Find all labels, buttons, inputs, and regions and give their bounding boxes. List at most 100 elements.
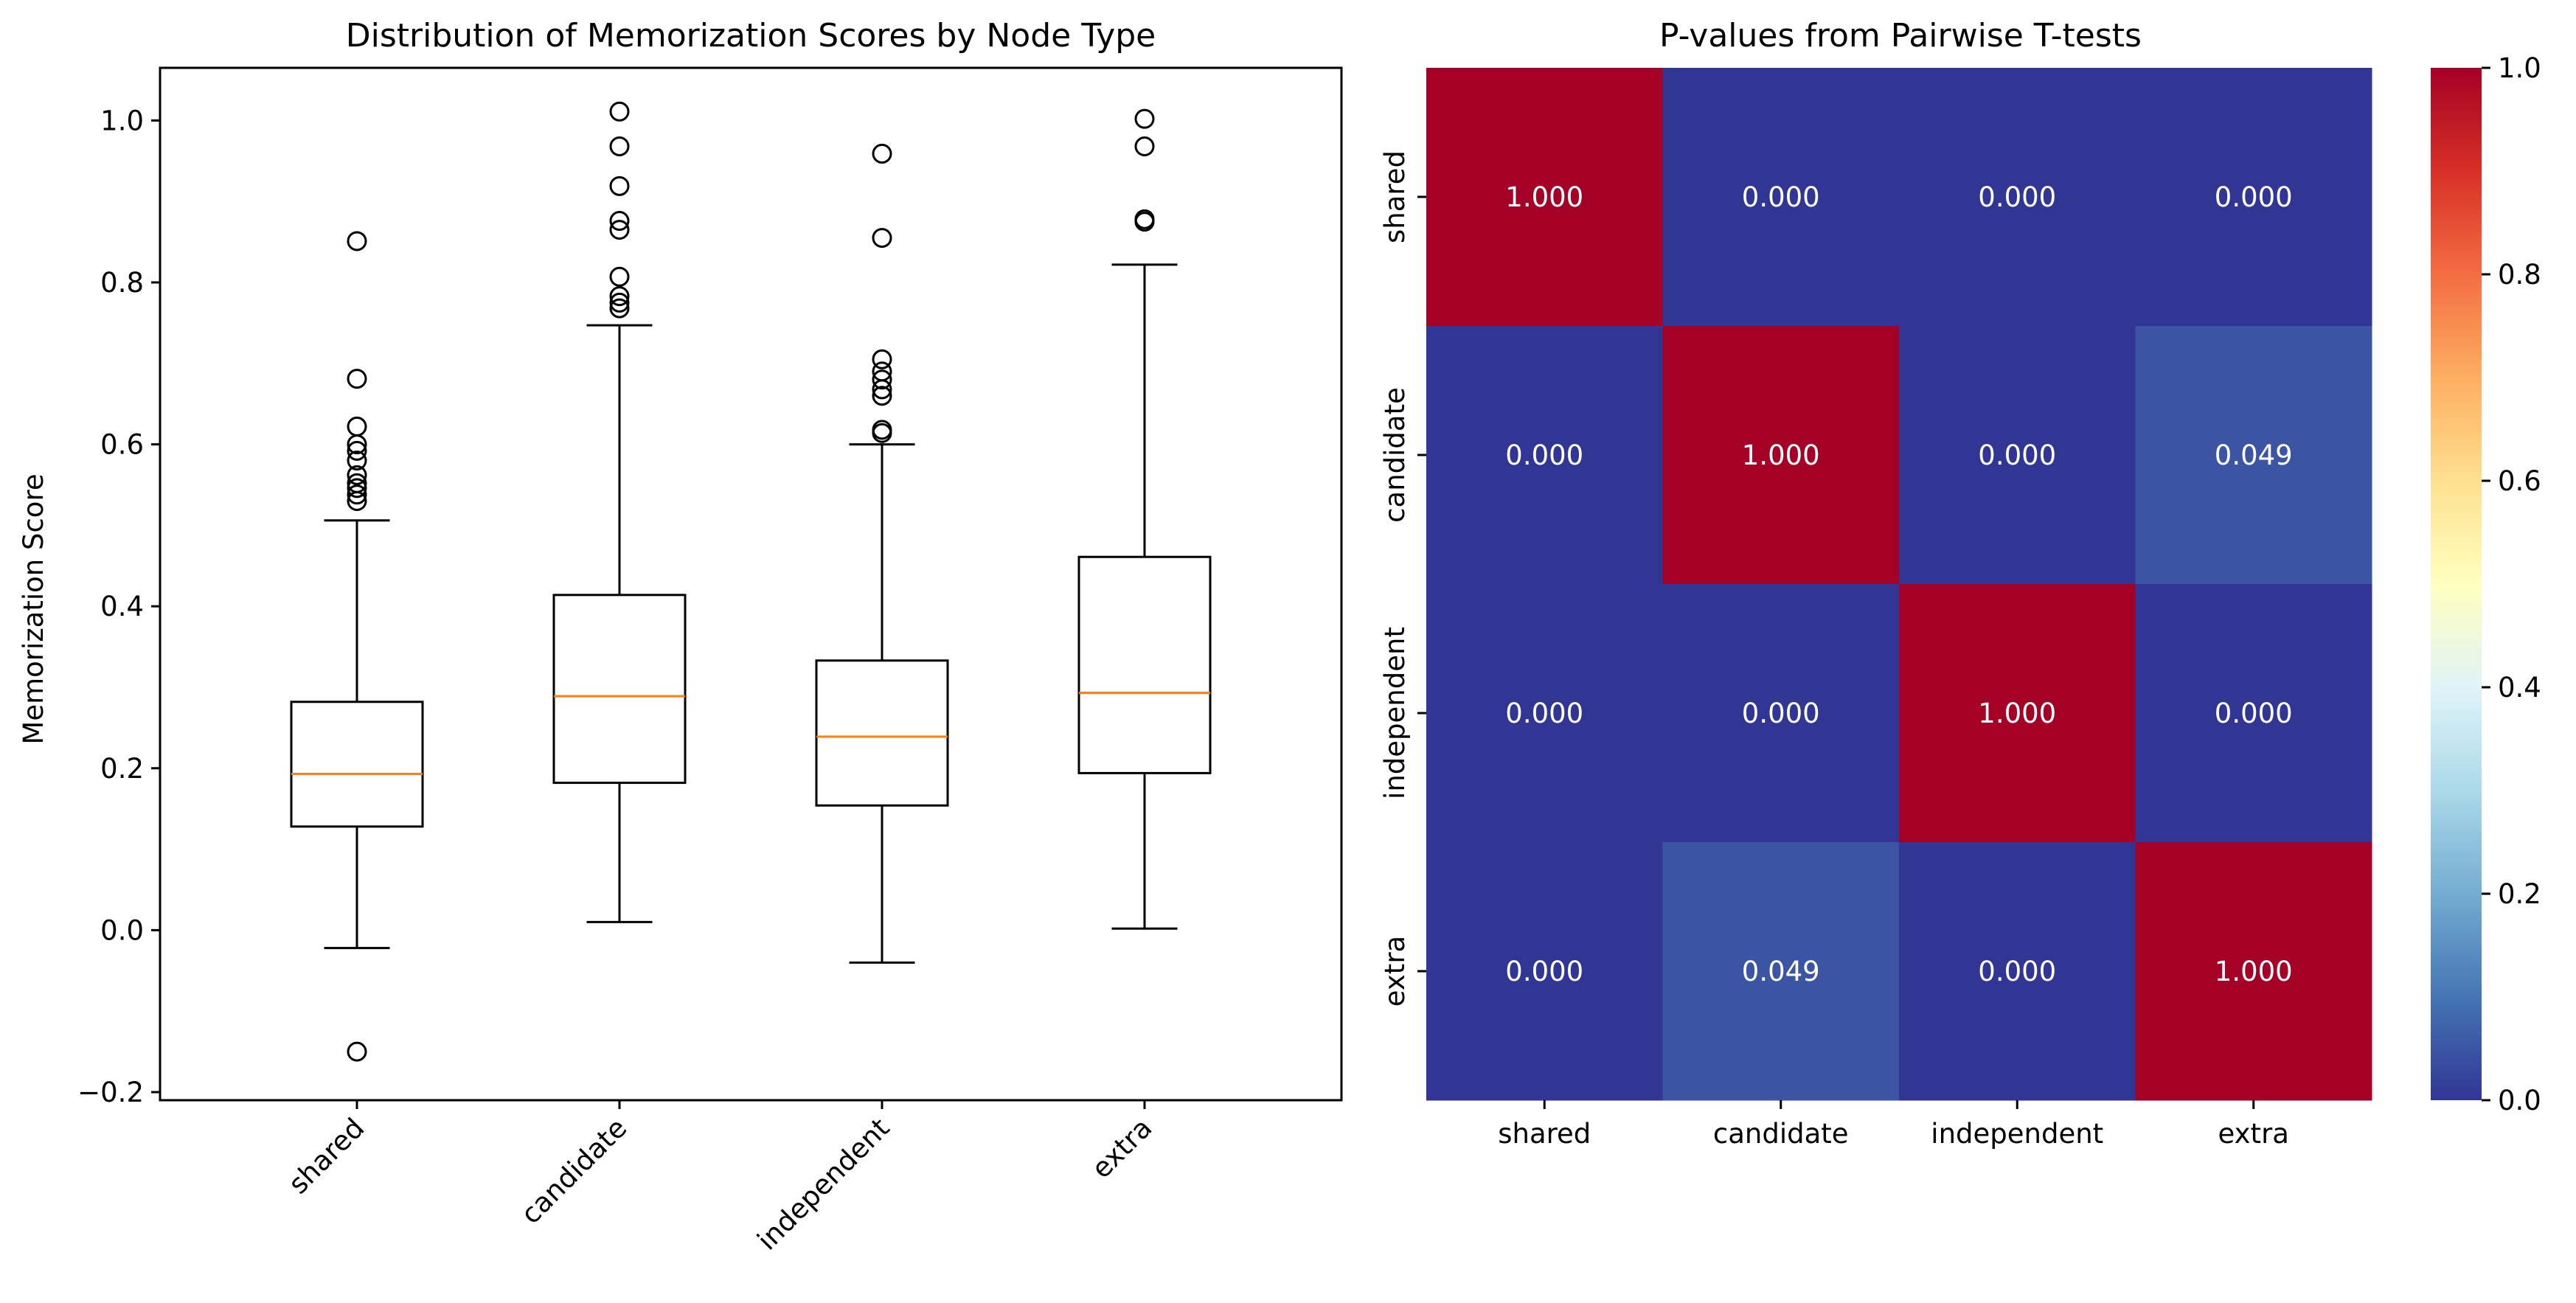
heatmap-cell: [1662, 584, 1900, 843]
boxplot-y-axis: −0.2 0.0 0.2 0.4 0.6 0.8 1.0: [77, 105, 160, 1108]
boxplot-panel: Distribution of Memorization Scores by N…: [18, 17, 1343, 1257]
outlier-point: [609, 298, 630, 319]
y-tick-label: 0.4: [100, 591, 144, 622]
y-tick-label: 1.0: [100, 105, 144, 136]
heatmap-cell-label: 1.000: [1978, 698, 2056, 729]
y-tick-label: −0.2: [77, 1077, 144, 1108]
heatmap-y-tick-label: independent: [1379, 627, 1411, 799]
heatmap-cell-label: 1.000: [1505, 181, 1583, 213]
heatmap-cell-label: 0.049: [1742, 956, 1820, 987]
heatmap-x-tick-label: extra: [2218, 1118, 2289, 1150]
heatmap-cell-label: 0.000: [1978, 439, 2056, 471]
outlier-point: [609, 211, 630, 232]
colorbar-tick-label: 0.6: [2498, 465, 2541, 497]
outlier-point: [872, 228, 892, 249]
heatmap-cell-label: 0.000: [1978, 956, 2056, 987]
box-shared: [290, 231, 424, 1062]
boxplot-title: Distribution of Memorization Scores by N…: [346, 17, 1156, 55]
heatmap-cell-label: 0.000: [2215, 698, 2293, 729]
outlier-point: [347, 440, 367, 461]
y-tick-label: 0.0: [100, 914, 144, 946]
heatmap-cell: [1899, 326, 2136, 585]
outlier-point: [1134, 212, 1155, 232]
y-tick-label: 0.8: [100, 267, 144, 299]
heatmap-x-axis: shared candidate independent extra: [1498, 1100, 2289, 1150]
heatmap-cell: [1426, 842, 1663, 1101]
boxplot-axes-frame: [159, 66, 1343, 1102]
outlier-point: [872, 143, 892, 164]
heatmap-x-tick-label: shared: [1498, 1118, 1591, 1150]
y-tick-label: 0.6: [100, 429, 144, 461]
outlier-point: [347, 231, 367, 251]
outlier-point: [347, 1041, 367, 1062]
heatmap-cell-label: 0.000: [1742, 181, 1820, 213]
heatmap-cell: [2135, 842, 2372, 1101]
outlier-point: [872, 369, 892, 390]
outlier-point: [347, 465, 367, 485]
heatmap-title: P-values from Pairwise T-tests: [1659, 17, 2142, 55]
heatmap-cell: [1426, 326, 1663, 585]
outlier-point: [872, 386, 892, 406]
box-iqr: [1077, 555, 1212, 774]
colorbar-ticks: 0.0 0.2 0.4 0.6 0.8 1.0: [2482, 52, 2541, 1116]
heatmap-cell-label: 0.000: [2215, 181, 2293, 213]
heatmap-cell: [1426, 68, 1663, 327]
boxplot-content: [290, 101, 1212, 1062]
colorbar-tick-label: 0.4: [2498, 672, 2541, 703]
x-tick-label: candidate: [515, 1112, 633, 1230]
heatmap-y-tick-label: shared: [1379, 150, 1411, 243]
heatmap-cell: [1662, 326, 1900, 585]
heatmap-cell: [1662, 842, 1900, 1101]
outlier-point: [872, 423, 892, 443]
outlier-point: [347, 478, 367, 498]
x-tick-label: independent: [751, 1112, 896, 1257]
outlier-point: [1134, 108, 1155, 129]
outlier-point: [347, 416, 367, 437]
outlier-point: [347, 451, 367, 471]
outlier-point: [609, 176, 630, 196]
colorbar-tick-label: 0.8: [2498, 259, 2541, 291]
outlier-point: [609, 220, 630, 240]
heatmap-y-tick-label: candidate: [1379, 387, 1411, 523]
box-iqr: [815, 659, 949, 807]
colorbar-gradient: [2431, 68, 2482, 1100]
box-candidate: [552, 101, 687, 923]
heatmap-cell: [1899, 584, 2136, 843]
colorbar: 0.0 0.2 0.4 0.6 0.8 1.0: [2431, 52, 2541, 1116]
heatmap-cell-label: 1.000: [1742, 439, 1820, 471]
heatmap-cell-label: 0.000: [1505, 698, 1583, 729]
heatmap-x-tick-label: candidate: [1713, 1118, 1849, 1150]
box-iqr: [290, 701, 424, 828]
heatmap-cell-label: 0.000: [1505, 439, 1583, 471]
outlier-point: [609, 136, 630, 157]
outlier-point: [872, 349, 892, 369]
colorbar-tick-label: 1.0: [2498, 52, 2541, 84]
outlier-point: [347, 484, 367, 505]
heatmap-cell-label: 0.000: [1978, 181, 2056, 213]
box-extra: [1077, 108, 1212, 930]
outlier-point: [872, 379, 892, 400]
heatmap-y-tick-label: extra: [1379, 936, 1411, 1007]
box-independent: [815, 143, 949, 964]
outlier-point: [609, 266, 630, 287]
heatmap-cell: [2135, 68, 2372, 327]
x-tick-label: shared: [282, 1112, 371, 1201]
heatmap-cell: [1899, 68, 2136, 327]
outlier-point: [347, 434, 367, 455]
heatmap-cell-label: 1.000: [2215, 956, 2293, 987]
heatmap-cell-label: 0.049: [2215, 439, 2293, 471]
heatmap-cell: [1662, 68, 1900, 327]
heatmap-cells: 1.000 0.000 0.000 0.000 0.000 1.000 0.000 0.049…: [1426, 68, 2372, 1101]
heatmap-y-axis: shared candidate independent extra: [1379, 150, 1426, 1007]
outlier-point: [1134, 136, 1155, 157]
outlier-point: [347, 369, 367, 389]
heatmap-cell: [2135, 326, 2372, 585]
outlier-point: [609, 292, 630, 313]
heatmap-cell: [1426, 584, 1663, 843]
x-tick-label: extra: [1086, 1112, 1159, 1185]
outlier-point: [609, 286, 630, 307]
colorbar-tick-label: 0.2: [2498, 878, 2541, 910]
colorbar-tick-label: 0.0: [2498, 1085, 2541, 1116]
heatmap-cell: [2135, 584, 2372, 843]
